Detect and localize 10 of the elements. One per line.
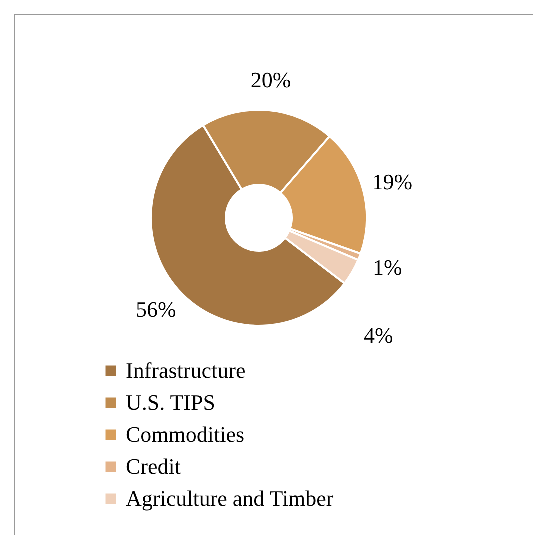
data-label: 19% [372, 170, 413, 195]
legend-label: Agriculture and Timber [126, 486, 334, 511]
data-label: 20% [250, 68, 292, 93]
data-label: 4% [364, 322, 394, 348]
data-label: 56% [136, 296, 176, 322]
legend-label: U.S. TIPS [126, 390, 216, 415]
legend-label: Credit [126, 454, 181, 479]
legend-label: Infrastructure [126, 358, 246, 383]
legend-label: Commodities [126, 422, 245, 447]
data-label: 1% [372, 254, 402, 280]
